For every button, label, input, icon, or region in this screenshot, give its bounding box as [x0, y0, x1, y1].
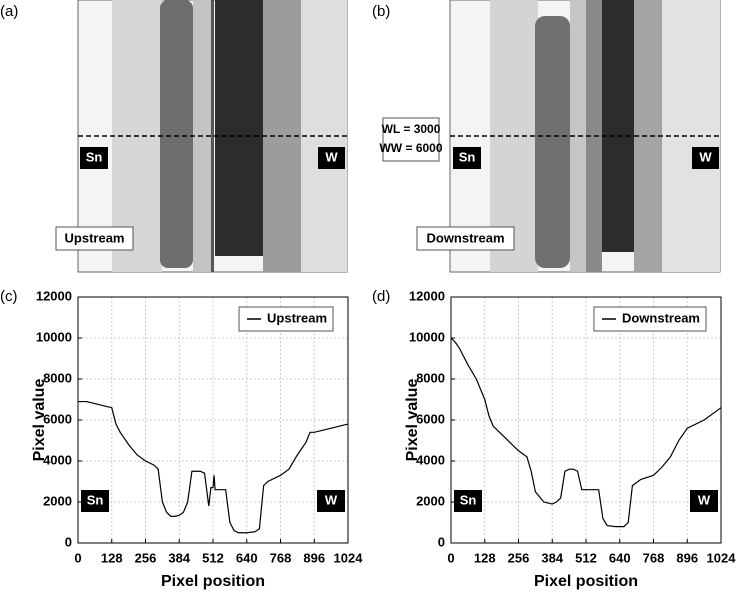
legend-label: Downstream	[622, 310, 700, 325]
label-box	[453, 147, 481, 169]
x-tick-label: 640	[609, 550, 631, 565]
panel-label: (a)	[0, 3, 18, 20]
material-label: W	[698, 492, 711, 507]
x-tick-label: 640	[236, 550, 258, 565]
plot-frame	[450, 296, 722, 544]
y-tick-label: 0	[438, 534, 445, 549]
material-label: Sn	[459, 149, 476, 164]
label-box	[81, 490, 109, 512]
y-tick-label: 8000	[43, 370, 72, 385]
x-tick-label: 0	[447, 550, 454, 565]
y-tick-label: 4000	[416, 452, 445, 467]
label-box	[454, 490, 482, 512]
x-tick-label: 128	[474, 550, 496, 565]
plot-frame	[77, 296, 349, 544]
x-tick-label: 512	[575, 550, 597, 565]
x-tick-label: 128	[101, 550, 123, 565]
y-tick-label: 6000	[416, 411, 445, 426]
y-tick-label: 2000	[43, 493, 72, 508]
window-width: WW = 6000	[379, 141, 442, 155]
y-tick-label: 12000	[36, 288, 72, 303]
label-box	[80, 147, 108, 169]
material-label: W	[325, 149, 338, 164]
x-tick-label: 0	[74, 550, 81, 565]
image-name: Downstream	[426, 230, 504, 245]
y-tick-label: 12000	[409, 288, 445, 303]
material-label: W	[325, 492, 338, 507]
x-tick-label: 384	[168, 550, 190, 565]
y-tick-label: 2000	[416, 493, 445, 508]
y-tick-label: 6000	[43, 411, 72, 426]
y-axis-label: Pixel value	[31, 379, 48, 462]
legend-label: Upstream	[267, 310, 327, 325]
material-label: Sn	[460, 492, 477, 507]
y-axis-label: Pixel value	[404, 379, 421, 462]
x-tick-label: 1024	[334, 550, 364, 565]
panel-label: (d)	[372, 288, 390, 305]
x-tick-label: 256	[508, 550, 530, 565]
window-level: WL = 3000	[382, 122, 441, 136]
image-name: Upstream	[65, 230, 125, 245]
y-tick-label: 10000	[36, 329, 72, 344]
profile-line	[78, 400, 349, 534]
y-tick-label: 10000	[409, 329, 445, 344]
x-tick-label: 512	[202, 550, 224, 565]
label-box	[318, 147, 345, 169]
label-box	[416, 226, 515, 251]
panel-label: (c)	[0, 288, 18, 305]
material-label: W	[699, 149, 712, 164]
x-tick-label: 384	[541, 550, 563, 565]
label-box	[317, 490, 345, 512]
x-tick-label: 768	[270, 550, 292, 565]
window-box	[382, 117, 440, 162]
x-axis-label: Pixel position	[534, 573, 638, 590]
panel-label: (b)	[372, 3, 390, 20]
material-label: Sn	[87, 492, 104, 507]
label-box	[690, 490, 718, 512]
image-upstream	[77, 0, 348, 273]
x-axis-label: Pixel position	[161, 573, 265, 590]
y-tick-label: 8000	[416, 370, 445, 385]
y-tick-label: 4000	[43, 452, 72, 467]
y-tick-label: 0	[65, 534, 72, 549]
x-tick-label: 768	[643, 550, 665, 565]
x-tick-label: 1024	[707, 550, 737, 565]
x-tick-label: 896	[303, 550, 325, 565]
profile-line	[450, 337, 722, 528]
label-box	[55, 226, 134, 251]
x-tick-label: 896	[676, 550, 698, 565]
material-label: Sn	[86, 149, 103, 164]
x-tick-label: 256	[135, 550, 157, 565]
label-box	[692, 147, 719, 169]
